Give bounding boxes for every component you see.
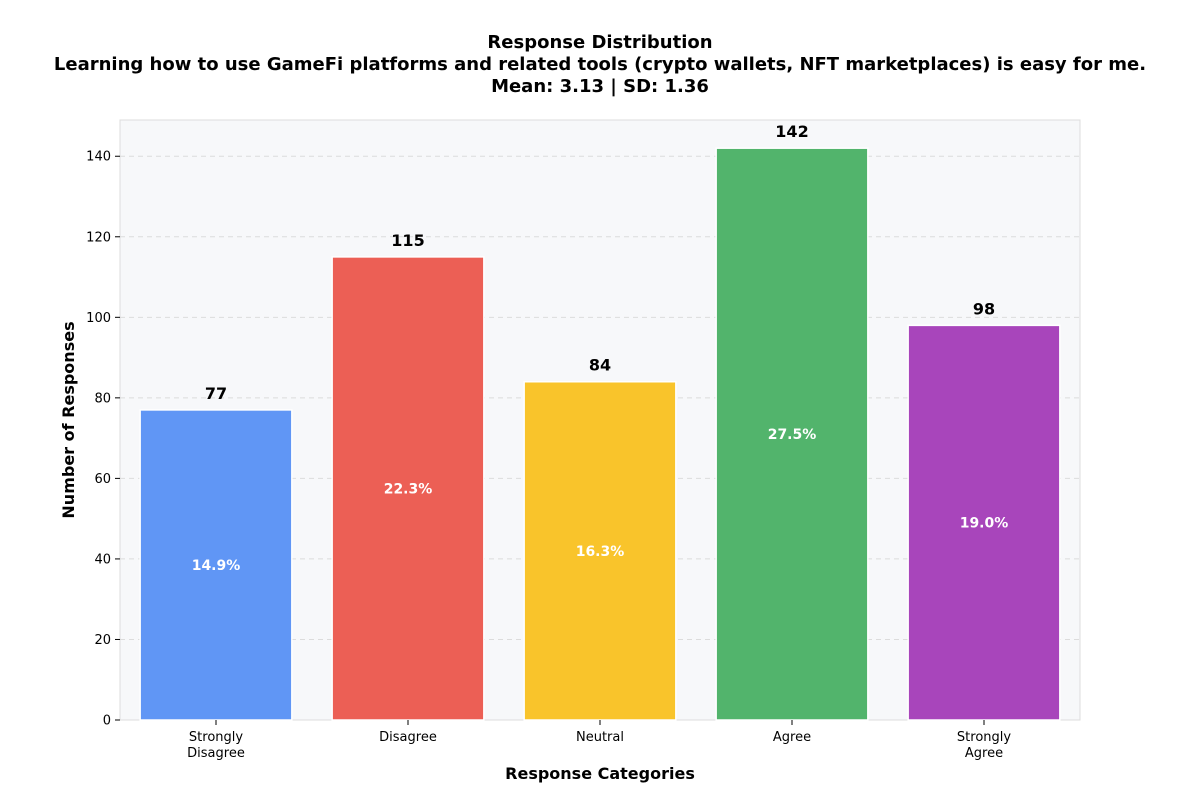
chart-subtitle: Learning how to use GameFi platforms and… xyxy=(54,54,1146,75)
data-labels: 77 14.9% 115 22.3% 84 16.3% 142 27.5% 98 19.0% xyxy=(192,122,1009,574)
x-tick-label: Strongly Agree xyxy=(957,730,1011,761)
y-tick-label: 80 xyxy=(94,391,111,406)
bar-value-label: 84 xyxy=(589,356,611,375)
x-tick-label: Disagree xyxy=(379,730,437,745)
chart-stats-line: Mean: 3.13 | SD: 1.36 xyxy=(491,76,709,97)
y-tick-label: 120 xyxy=(86,230,111,245)
bar-percent-label: 14.9% xyxy=(192,558,241,574)
y-tick-label: 60 xyxy=(94,472,111,487)
bar xyxy=(139,409,293,721)
bars xyxy=(139,147,1061,721)
bar xyxy=(523,380,677,721)
x-tick-label: Neutral xyxy=(576,730,624,745)
x-tick-label: Agree xyxy=(773,730,811,745)
bar-percent-label: 22.3% xyxy=(384,481,433,497)
bar-value-label: 142 xyxy=(775,122,808,141)
y-tick-label: 20 xyxy=(94,633,111,648)
bar-value-label: 98 xyxy=(973,299,995,318)
y-axis-label: Number of Responses xyxy=(59,321,78,518)
bar xyxy=(907,324,1061,721)
bar xyxy=(715,147,869,721)
y-tick-label: 40 xyxy=(94,552,111,567)
bar-percent-label: 27.5% xyxy=(768,427,817,443)
chart-title: Response Distribution xyxy=(487,32,712,53)
bar-value-label: 115 xyxy=(391,231,424,250)
y-tick-label: 0 xyxy=(103,714,111,729)
x-tick-label: Strongly Disagree xyxy=(187,730,245,761)
bar-percent-label: 16.3% xyxy=(576,544,625,560)
bar-percent-label: 19.0% xyxy=(960,516,1009,532)
bar-value-label: 77 xyxy=(205,384,227,403)
y-tick-label: 100 xyxy=(86,311,111,326)
bar xyxy=(331,256,485,721)
x-axis-label: Response Categories xyxy=(505,764,695,783)
axes: 0 20 40 60 80 100 120 140 Strongly Disagree Disagr… xyxy=(86,150,1011,761)
y-tick-label: 140 xyxy=(86,150,111,165)
